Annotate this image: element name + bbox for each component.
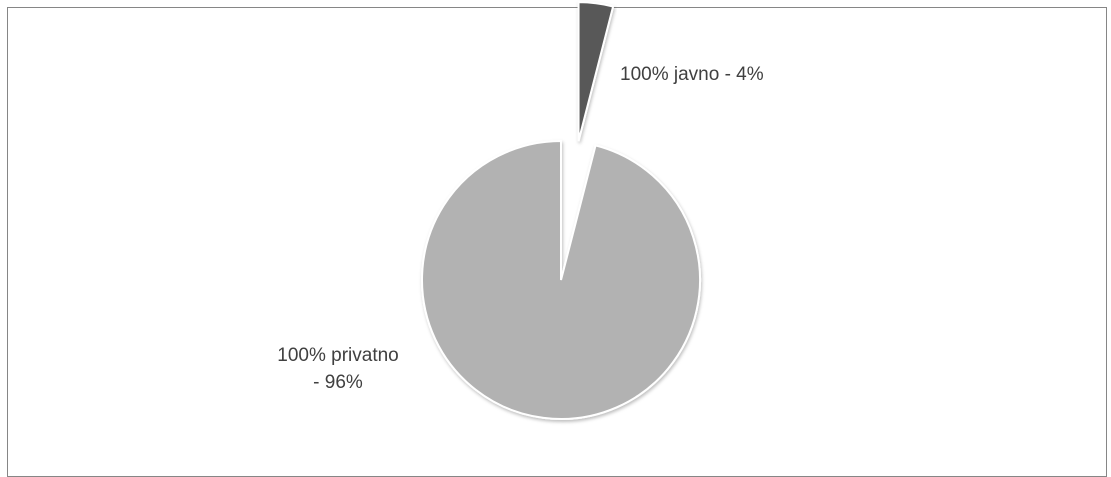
slice-label-line: 100% javno - 4% — [620, 64, 764, 85]
slice-label-privatno: 100% privatno - 96% — [277, 345, 398, 393]
pie-slices — [421, 1, 701, 420]
slice-label-line: 100% privatno — [277, 345, 398, 366]
pie-slice-javno — [577, 1, 615, 142]
slice-label-javno: 100% javno - 4% — [620, 64, 764, 85]
pie-labels: 100% javno - 4% 100% privatno - 96% — [277, 64, 763, 393]
pie-slice-privatno — [421, 139, 701, 420]
slice-label-line: - 96% — [313, 372, 363, 393]
